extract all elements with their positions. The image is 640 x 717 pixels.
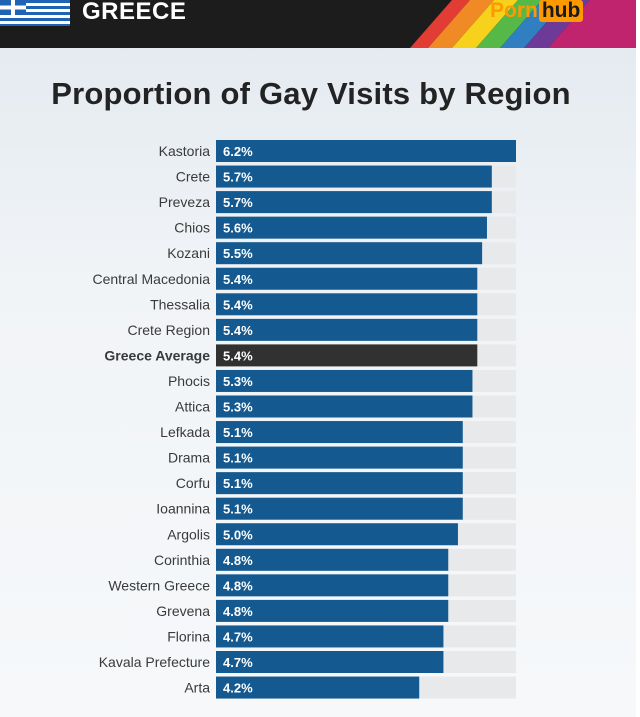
value-label: 5.1% (223, 502, 253, 517)
bar (216, 676, 420, 699)
bar (216, 497, 463, 520)
category-label: Thessalia (150, 296, 210, 312)
value-label: 4.8% (223, 553, 253, 568)
value-label: 4.7% (223, 655, 253, 670)
category-label: Chios (174, 220, 210, 236)
value-label: 4.7% (223, 629, 253, 644)
bar (216, 395, 473, 418)
bar (216, 446, 463, 469)
bar (216, 267, 478, 290)
value-label: 6.2% (223, 144, 253, 159)
category-label: Crete (176, 169, 210, 185)
category-label: Drama (168, 450, 210, 466)
bar (216, 216, 487, 239)
value-label: 5.1% (223, 425, 253, 440)
category-label: Corinthia (154, 552, 210, 568)
bar (216, 523, 458, 546)
category-label: Arta (184, 680, 210, 696)
bar (216, 651, 444, 673)
bar (216, 625, 444, 648)
bar (216, 165, 492, 188)
value-label: 5.4% (223, 348, 253, 363)
value-label: 5.1% (223, 476, 253, 491)
bar (216, 472, 463, 495)
value-label: 5.3% (223, 374, 253, 389)
bar (216, 293, 478, 316)
category-label: Ioannina (156, 501, 210, 517)
value-label: 5.0% (223, 527, 253, 542)
bar (216, 599, 449, 622)
value-label: 4.8% (223, 578, 253, 593)
page-edge (636, 0, 640, 717)
value-label: 4.8% (223, 604, 253, 619)
value-label: 5.3% (223, 400, 253, 415)
value-label: 5.4% (223, 323, 253, 338)
value-label: 5.5% (223, 246, 253, 261)
value-label: 4.2% (223, 681, 253, 696)
brand-logo: Porn hub (490, 0, 584, 22)
header-bar: GREECE Porn hub (0, 0, 636, 48)
bar (216, 242, 483, 265)
logo-text-left: Porn (490, 0, 538, 22)
category-label: Preveza (159, 194, 211, 210)
category-label: Attica (175, 399, 210, 415)
category-label: Argolis (167, 526, 210, 542)
category-label: Central Macedonia (92, 271, 210, 287)
bar (216, 421, 463, 444)
bar (216, 344, 478, 367)
greek-flag-icon (0, 0, 70, 26)
category-label: Greece Average (104, 347, 210, 363)
value-label: 5.4% (223, 297, 253, 312)
bar (216, 574, 449, 597)
category-label: Florina (167, 628, 210, 644)
value-label: 5.6% (223, 221, 253, 236)
category-label: Kavala Prefecture (99, 654, 210, 670)
category-label: Crete Region (128, 322, 211, 338)
category-label: Lefkada (160, 424, 210, 440)
logo-text-right: hub (538, 0, 584, 22)
category-label: Western Greece (108, 577, 210, 593)
value-label: 5.4% (223, 272, 253, 287)
chart-title: Proportion of Gay Visits by Region (51, 76, 571, 111)
value-label: 5.7% (223, 195, 253, 210)
country-name: GREECE (82, 0, 187, 25)
value-label: 5.7% (223, 170, 253, 185)
value-label: 5.1% (223, 451, 253, 466)
bar (216, 191, 492, 214)
bar (216, 548, 449, 571)
category-label: Phocis (168, 373, 210, 389)
category-label: Kastoria (159, 143, 211, 159)
category-label: Kozani (167, 245, 210, 261)
bar (216, 318, 478, 341)
bar (216, 369, 473, 392)
category-label: Grevena (156, 603, 210, 619)
category-label: Corfu (176, 475, 210, 491)
bar (216, 140, 516, 162)
